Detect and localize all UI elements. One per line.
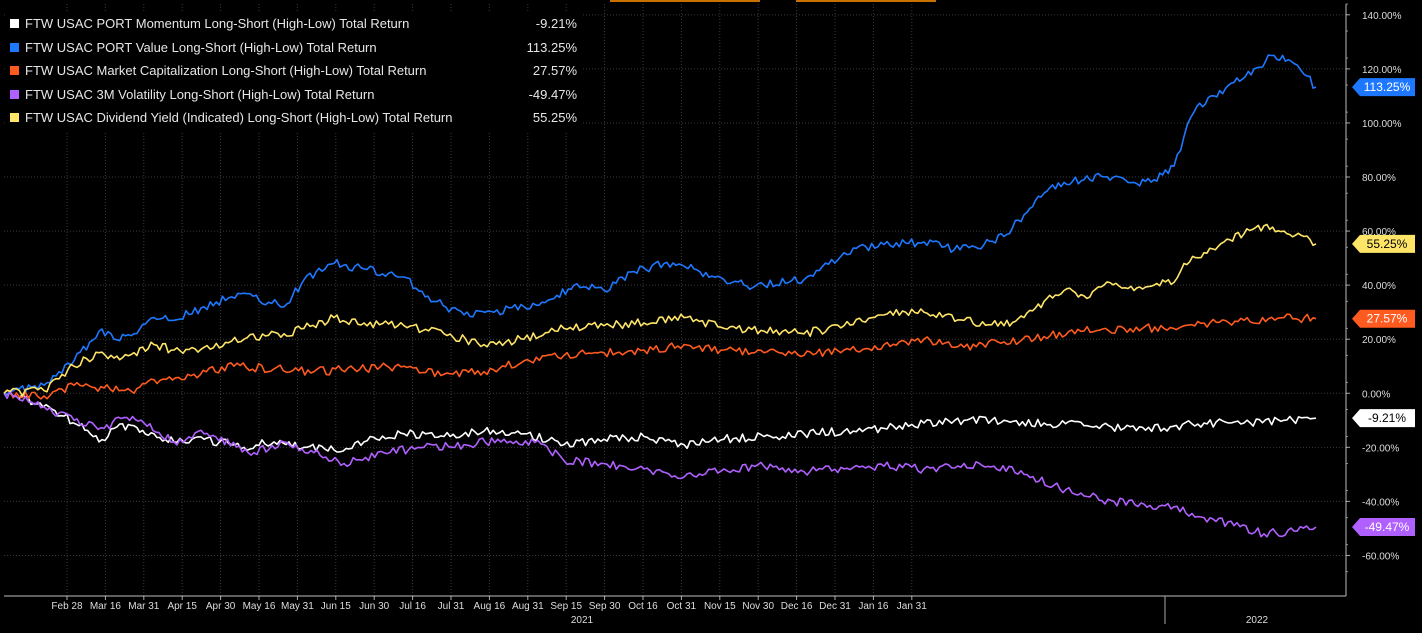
legend-entry-market-cap[interactable]: FTW USAC Market Capitalization Long-Shor… [10, 59, 577, 83]
x-tick-label: Aug 31 [512, 601, 544, 612]
x-tick-label: Nov 15 [704, 601, 736, 612]
x-tick-label: Sep 15 [550, 601, 582, 612]
y-tick-label: 140.00% [1362, 11, 1402, 22]
series-line-market-cap [3, 313, 1317, 400]
x-tick-label: Jul 16 [399, 601, 426, 612]
y-tick-label: 0.00% [1362, 389, 1390, 400]
series-line-momentum [3, 392, 1317, 453]
y-tick-label: -20.00% [1362, 443, 1399, 454]
x-tick-label: Feb 28 [51, 601, 83, 612]
y-tick-label: 100.00% [1362, 119, 1402, 130]
legend-entry-dividend-yield[interactable]: FTW USAC Dividend Yield (Indicated) Long… [10, 106, 577, 130]
top-tab-indicator-2 [796, 0, 936, 2]
value-flag-market-cap [1352, 309, 1415, 328]
legend-swatch [10, 113, 19, 123]
legend-series-value: 113.25% [526, 39, 577, 55]
x-tick-label: Mar 31 [128, 601, 160, 612]
legend-series-value: -49.47% [528, 86, 577, 102]
x-tick-label: Dec 31 [819, 601, 851, 612]
x-tick-label: Apr 30 [206, 601, 236, 612]
value-flag-label: -9.21% [1368, 411, 1406, 425]
legend-swatch [10, 89, 19, 99]
y-tick-label: -40.00% [1362, 497, 1399, 508]
x-tick-label: Oct 31 [667, 601, 697, 612]
x-tick-label: May 31 [281, 601, 314, 612]
legend-series-name: FTW USAC Market Capitalization Long-Shor… [25, 63, 427, 79]
x-tick-label: May 16 [243, 601, 276, 612]
x-tick-label: Dec 16 [781, 601, 813, 612]
value-flag-volatility [1352, 517, 1415, 536]
legend-series-name: FTW USAC 3M Volatility Long-Short (High-… [25, 86, 375, 102]
value-flag-label: 27.57% [1367, 312, 1408, 326]
legend-series-name: FTW USAC PORT Momentum Long-Short (High-… [25, 16, 410, 32]
series-line-dividend-yield [3, 223, 1317, 397]
legend-series-name: FTW USAC Dividend Yield (Indicated) Long… [25, 110, 453, 126]
legend-series-value: 55.25% [532, 110, 577, 126]
legend-swatch [10, 19, 19, 29]
legend-entry-value[interactable]: FTW USAC PORT Value Long-Short (High-Low… [10, 36, 577, 60]
y-tick-label: 40.00% [1362, 281, 1396, 292]
value-flag-label: 113.25% [1364, 80, 1411, 94]
x-tick-label: Sep 30 [589, 601, 621, 612]
x-tick-label: Apr 15 [167, 601, 197, 612]
value-flag-dividend-yield [1352, 234, 1415, 253]
top-tab-indicator-1 [610, 0, 760, 2]
x-tick-label: Aug 16 [474, 601, 506, 612]
y-tick-label: -60.00% [1362, 551, 1399, 562]
legend-swatch [10, 42, 19, 52]
x-tick-label: Jan 31 [897, 601, 927, 612]
year-label: 2022 [1246, 615, 1269, 626]
legend-series-value: -9.21% [535, 16, 577, 32]
legend-swatch [10, 66, 19, 76]
legend-series-value: 27.57% [532, 63, 577, 79]
series-line-volatility [3, 390, 1317, 538]
value-flag-label: -49.47% [1365, 520, 1410, 534]
x-tick-label: Oct 16 [628, 601, 658, 612]
x-tick-label: Jan 16 [858, 601, 888, 612]
x-tick-label: Mar 16 [90, 601, 122, 612]
legend-entry-momentum[interactable]: FTW USAC PORT Momentum Long-Short (High-… [10, 12, 577, 36]
x-tick-label: Jun 30 [359, 601, 389, 612]
legend: FTW USAC PORT Momentum Long-Short (High-… [6, 11, 581, 132]
x-tick-label: Jun 15 [321, 601, 351, 612]
value-flag-label: 55.25% [1367, 237, 1408, 251]
year-label: 2021 [571, 615, 594, 626]
x-tick-label: Jul 31 [438, 601, 465, 612]
x-tick-label: Nov 30 [742, 601, 774, 612]
legend-entry-volatility[interactable]: FTW USAC 3M Volatility Long-Short (High-… [10, 83, 577, 107]
y-tick-label: 60.00% [1362, 227, 1396, 238]
series-line-value [3, 54, 1317, 395]
y-tick-label: 120.00% [1362, 65, 1402, 76]
y-tick-label: 80.00% [1362, 173, 1396, 184]
legend-series-name: FTW USAC PORT Value Long-Short (High-Low… [25, 39, 377, 55]
y-tick-label: 20.00% [1362, 335, 1396, 346]
value-flag-momentum [1352, 409, 1415, 428]
value-flag-value [1352, 78, 1415, 97]
